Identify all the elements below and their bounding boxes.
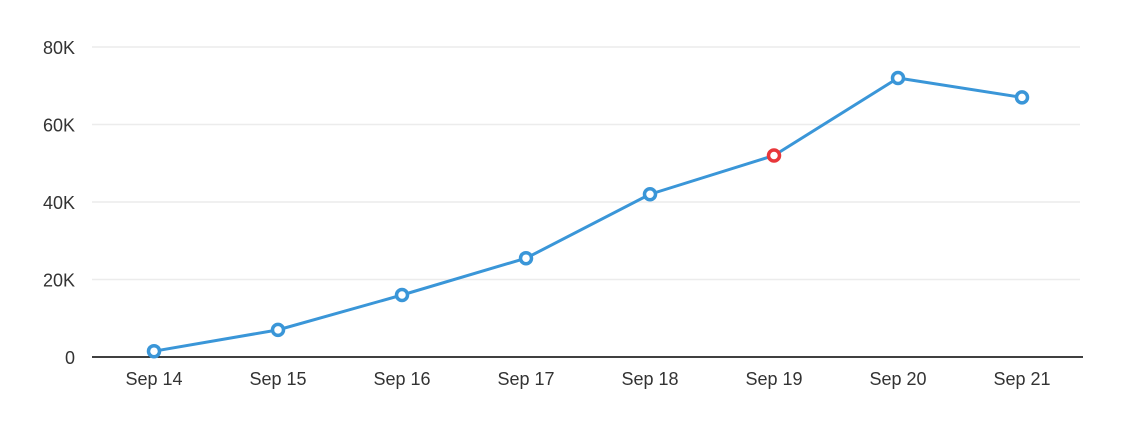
y-tick-label: 20K <box>43 271 75 291</box>
data-points <box>146 70 1030 359</box>
series-group <box>152 76 1024 353</box>
data-point[interactable] <box>270 322 286 338</box>
data-point[interactable] <box>1014 90 1030 105</box>
y-tick-label: 60K <box>43 116 75 136</box>
data-point[interactable] <box>642 187 658 202</box>
x-tick-label: Sep 19 <box>745 369 802 389</box>
data-point[interactable] <box>890 70 906 86</box>
y-tick-label: 40K <box>43 193 75 213</box>
x-tick-label: Sep 14 <box>125 369 182 389</box>
highlighted-data-point[interactable] <box>766 148 782 163</box>
y-tick-label: 80K <box>43 38 75 58</box>
data-point[interactable] <box>518 250 534 266</box>
grid-lines <box>92 46 1080 281</box>
y-tick-label: 0 <box>65 348 75 368</box>
y-axis-tick-labels: 0 20K 40K 60K 80K <box>43 38 75 368</box>
x-axis-tick-labels: Sep 14 Sep 15 Sep 16 Sep 17 Sep 18 Sep 19 Sep … <box>125 369 1050 389</box>
x-tick-label: Sep 17 <box>497 369 554 389</box>
x-tick-label: Sep 15 <box>249 369 306 389</box>
x-tick-label: Sep 18 <box>621 369 678 389</box>
data-point[interactable] <box>146 343 162 359</box>
x-tick-label: Sep 20 <box>869 369 926 389</box>
series-line <box>152 76 1024 353</box>
x-tick-label: Sep 21 <box>993 369 1050 389</box>
data-point[interactable] <box>394 287 410 303</box>
x-tick-label: Sep 16 <box>373 369 430 389</box>
